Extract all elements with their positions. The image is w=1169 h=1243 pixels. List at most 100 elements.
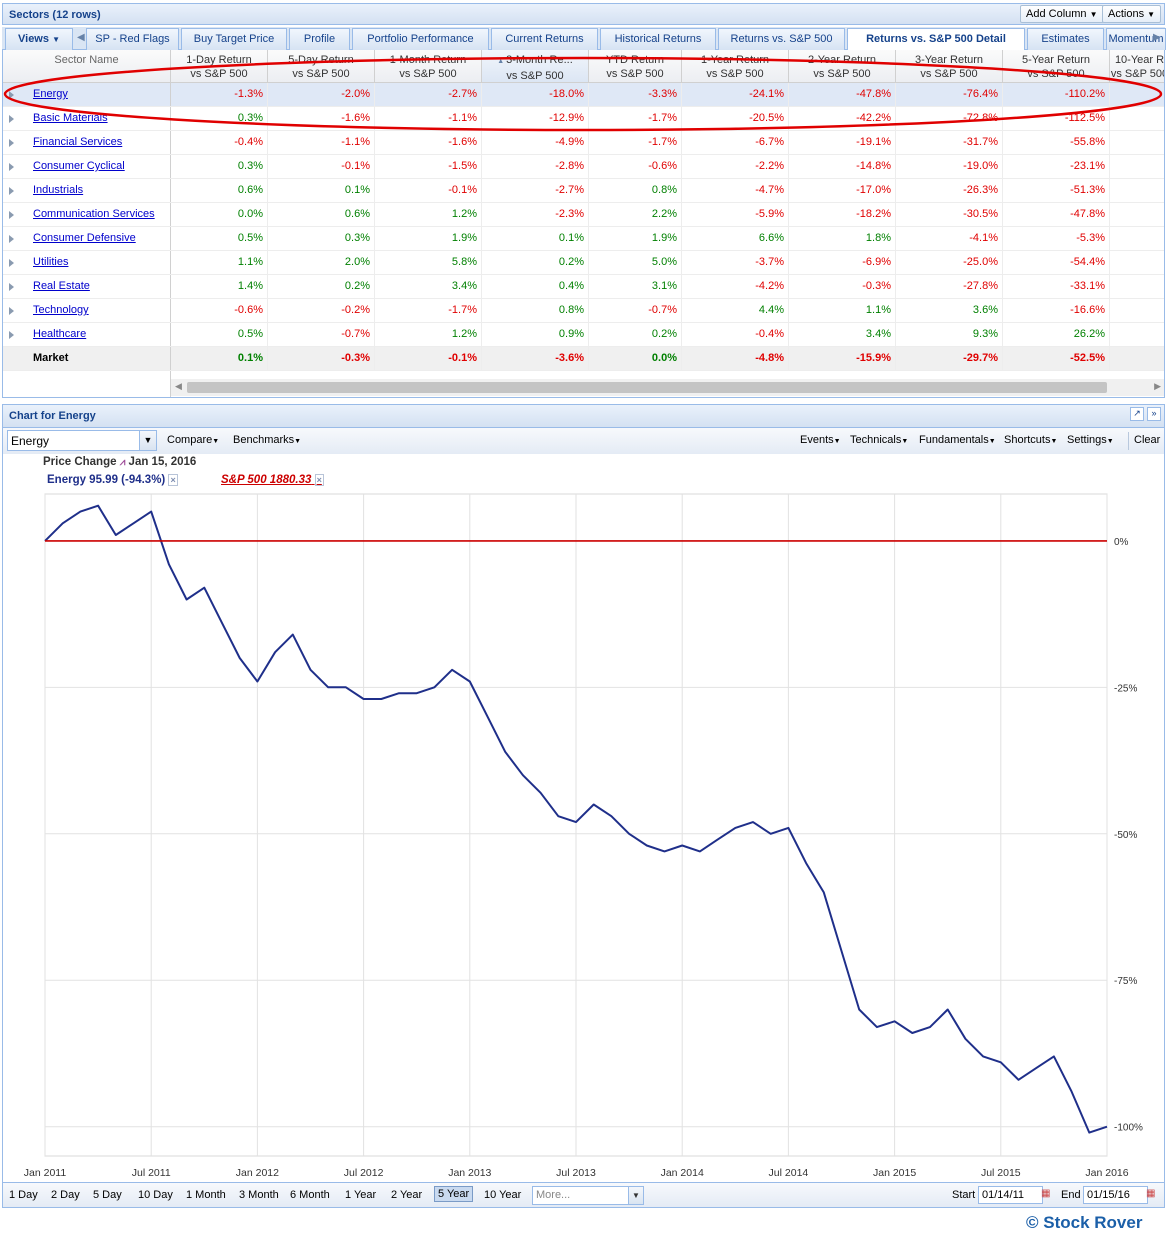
return-cell: -18.0%	[482, 83, 589, 106]
table-row[interactable]: Utilities 1.1% 2.0% 5.8% 0.2% 5.0% -3.7% -6.9% -…	[3, 251, 1164, 275]
sector-link[interactable]: Financial Services	[33, 136, 123, 148]
table-row[interactable]: Technology -0.6% -0.2% -1.7% 0.8% -0.7% 4.4% 1.…	[3, 299, 1164, 323]
range-1-month-button[interactable]: 1 Month	[186, 1189, 226, 1201]
series-sp500-label[interactable]: S&P 500 1880.33 ×	[221, 474, 324, 486]
range-2-year-button[interactable]: 2 Year	[391, 1189, 423, 1201]
scroll-right-icon[interactable]: ▶	[1154, 381, 1161, 391]
tab-profile[interactable]: Profile	[289, 28, 350, 50]
shortcuts-menu[interactable]: Shortcuts▼	[1004, 434, 1057, 446]
column-header-0[interactable]: Sector Name	[3, 50, 171, 83]
expand-row-icon[interactable]	[9, 91, 14, 99]
start-date-input[interactable]: 01/14/11	[978, 1186, 1043, 1204]
expand-row-icon[interactable]	[9, 307, 14, 315]
tab-scroll-right-icon[interactable]: ▶	[1153, 32, 1161, 43]
remove-series-icon[interactable]: ×	[314, 474, 324, 486]
table-row[interactable]: Energy -1.3% -2.0% -2.7% -18.0% -3.3% -24.1% -4…	[3, 83, 1164, 107]
sector-link[interactable]: Utilities	[33, 256, 69, 268]
sector-link[interactable]: Technology	[33, 304, 89, 316]
expand-row-icon[interactable]	[9, 139, 14, 147]
range-2-day-button[interactable]: 2 Day	[51, 1189, 80, 1201]
energy-line[interactable]	[44, 504, 1108, 1134]
chevron-down-icon[interactable]: ▼	[139, 431, 156, 450]
expand-row-icon[interactable]	[9, 115, 14, 123]
range-1-day-button[interactable]: 1 Day	[9, 1189, 38, 1201]
range-1-year-button[interactable]: 1 Year	[345, 1189, 377, 1201]
compare-menu[interactable]: Compare▼	[167, 434, 219, 446]
expand-icon[interactable]: ↗	[1130, 407, 1144, 421]
table-row[interactable]: Communication Services 0.0% 0.6% 1.2% -2.3% 2…	[3, 203, 1164, 227]
range-10-year-button[interactable]: 10 Year	[484, 1189, 522, 1201]
table-row[interactable]: Financial Services -0.4% -1.1% -1.6% -4.9% -1…	[3, 131, 1164, 155]
expand-row-icon[interactable]	[9, 331, 14, 339]
column-header-5[interactable]: YTD Return vs S&P 500	[589, 50, 682, 83]
scrollbar-thumb[interactable]	[187, 382, 1107, 393]
expand-row-icon[interactable]	[9, 283, 14, 291]
clear-button[interactable]: Clear	[1134, 434, 1161, 446]
expand-row-icon[interactable]	[9, 187, 14, 195]
column-header-7[interactable]: 2-Year Return vs S&P 500	[789, 50, 896, 83]
table-row[interactable]: Real Estate 1.4% 0.2% 3.4% 0.4% 3.1% -4.2% -0.3…	[3, 275, 1164, 299]
sector-link[interactable]: Industrials	[33, 184, 84, 196]
expand-row-icon[interactable]	[9, 211, 14, 219]
table-row[interactable]: Healthcare 0.5% -0.7% 1.2% 0.9% 0.2% -0.4% 3.4%…	[3, 323, 1164, 347]
sort-ascending-icon: ▲	[497, 58, 507, 65]
column-header-line1: 1-Day Return	[186, 54, 252, 66]
add-column-button[interactable]: Add Column ▼	[1020, 5, 1104, 23]
column-header-10[interactable]: 10-Year R vs S&P 500	[1110, 50, 1164, 83]
tab-historical-returns[interactable]: Historical Returns	[600, 28, 716, 50]
tab-momentum[interactable]: Momentum	[1106, 28, 1166, 50]
fundamentals-menu[interactable]: Fundamentals▼	[919, 434, 996, 446]
events-menu[interactable]: Events▼	[800, 434, 841, 446]
scroll-left-icon[interactable]: ◀	[175, 381, 182, 391]
sector-link[interactable]: Basic Materials	[33, 112, 108, 124]
more-ranges-select[interactable]: More... ▼	[532, 1186, 644, 1205]
column-header-line1: 3-Year Return	[914, 54, 984, 66]
column-header-3[interactable]: 1-Month Return vs S&P 500	[375, 50, 482, 83]
table-row[interactable]: Industrials 0.6% 0.1% -0.1% -2.7% 0.8% -4.7% -1…	[3, 179, 1164, 203]
views-menu-button[interactable]: Views ▼	[5, 28, 73, 50]
tab-buy-target-price[interactable]: Buy Target Price	[181, 28, 287, 50]
range-10-day-button[interactable]: 10 Day	[138, 1189, 173, 1201]
sector-link[interactable]: Real Estate	[33, 280, 90, 292]
tab-current-returns[interactable]: Current Returns	[491, 28, 598, 50]
range-5-day-button[interactable]: 5 Day	[93, 1189, 122, 1201]
price-chart[interactable]: Jan 2011 Jul 2011 Jan 2012 Jul 2012 Jan 2013…	[3, 454, 1164, 1182]
calendar-icon[interactable]: ▦	[1041, 1188, 1051, 1199]
range-5-year-button[interactable]: 5 Year	[434, 1186, 474, 1202]
sector-link[interactable]: Healthcare	[33, 328, 87, 340]
chart-type-icon[interactable]: ⩘	[119, 457, 126, 468]
collapse-icon[interactable]: »	[1147, 407, 1161, 421]
sector-link[interactable]: Energy	[33, 88, 68, 100]
expand-row-icon[interactable]	[9, 259, 14, 267]
end-date-input[interactable]: 01/15/16	[1083, 1186, 1148, 1204]
benchmarks-menu[interactable]: Benchmarks▼	[233, 434, 301, 446]
expand-row-icon[interactable]	[9, 235, 14, 243]
tab-portfolio-performance[interactable]: Portfolio Performance	[352, 28, 489, 50]
horizontal-scrollbar[interactable]: ◀ ▶	[171, 379, 1164, 396]
range-6-month-button[interactable]: 6 Month	[290, 1189, 330, 1201]
sector-link[interactable]: Consumer Defensive	[33, 232, 136, 244]
sector-link[interactable]: Communication Services	[33, 208, 155, 220]
market-row[interactable]: Market 0.1% -0.3% -0.1% -3.6% 0.0% -4.8% -15.9%…	[3, 347, 1164, 371]
remove-series-icon[interactable]: ×	[168, 474, 178, 486]
tab-estimates[interactable]: Estimates	[1027, 28, 1104, 50]
symbol-select[interactable]: Energy ▼	[7, 430, 157, 451]
settings-menu[interactable]: Settings▼	[1067, 434, 1114, 446]
table-row[interactable]: Consumer Defensive 0.5% 0.3% 1.9% 0.1% 1.9% 6.…	[3, 227, 1164, 251]
range-3-month-button[interactable]: 3 Month	[239, 1189, 279, 1201]
return-cell: -4.2%	[682, 275, 789, 298]
chevron-down-icon[interactable]: ▼	[628, 1187, 643, 1204]
table-row[interactable]: Consumer Cyclical 0.3% -0.1% -1.5% -2.8% -0.6…	[3, 155, 1164, 179]
expand-row-icon[interactable]	[9, 163, 14, 171]
calendar-icon[interactable]: ▦	[1146, 1188, 1156, 1199]
tab-sp-red-flags[interactable]: SP - Red Flags	[86, 28, 179, 50]
sector-link[interactable]: Consumer Cyclical	[33, 160, 125, 172]
tab-returns-vs-s-p-500-detail[interactable]: Returns vs. S&P 500 Detail	[847, 28, 1025, 51]
technicals-menu[interactable]: Technicals▼	[850, 434, 908, 446]
tab-scroll-left-icon[interactable]: ◀	[77, 32, 85, 43]
series-energy-label: Energy 95.99 (-94.3%) ×	[47, 474, 178, 486]
actions-button[interactable]: Actions ▼	[1102, 5, 1162, 23]
tab-returns-vs-s-p-500[interactable]: Returns vs. S&P 500	[718, 28, 845, 50]
column-header-4[interactable]: ▲ 3-Month Re... vs S&P 500	[482, 50, 589, 83]
column-header-6[interactable]: 1-Year Return vs S&P 500	[682, 50, 789, 83]
